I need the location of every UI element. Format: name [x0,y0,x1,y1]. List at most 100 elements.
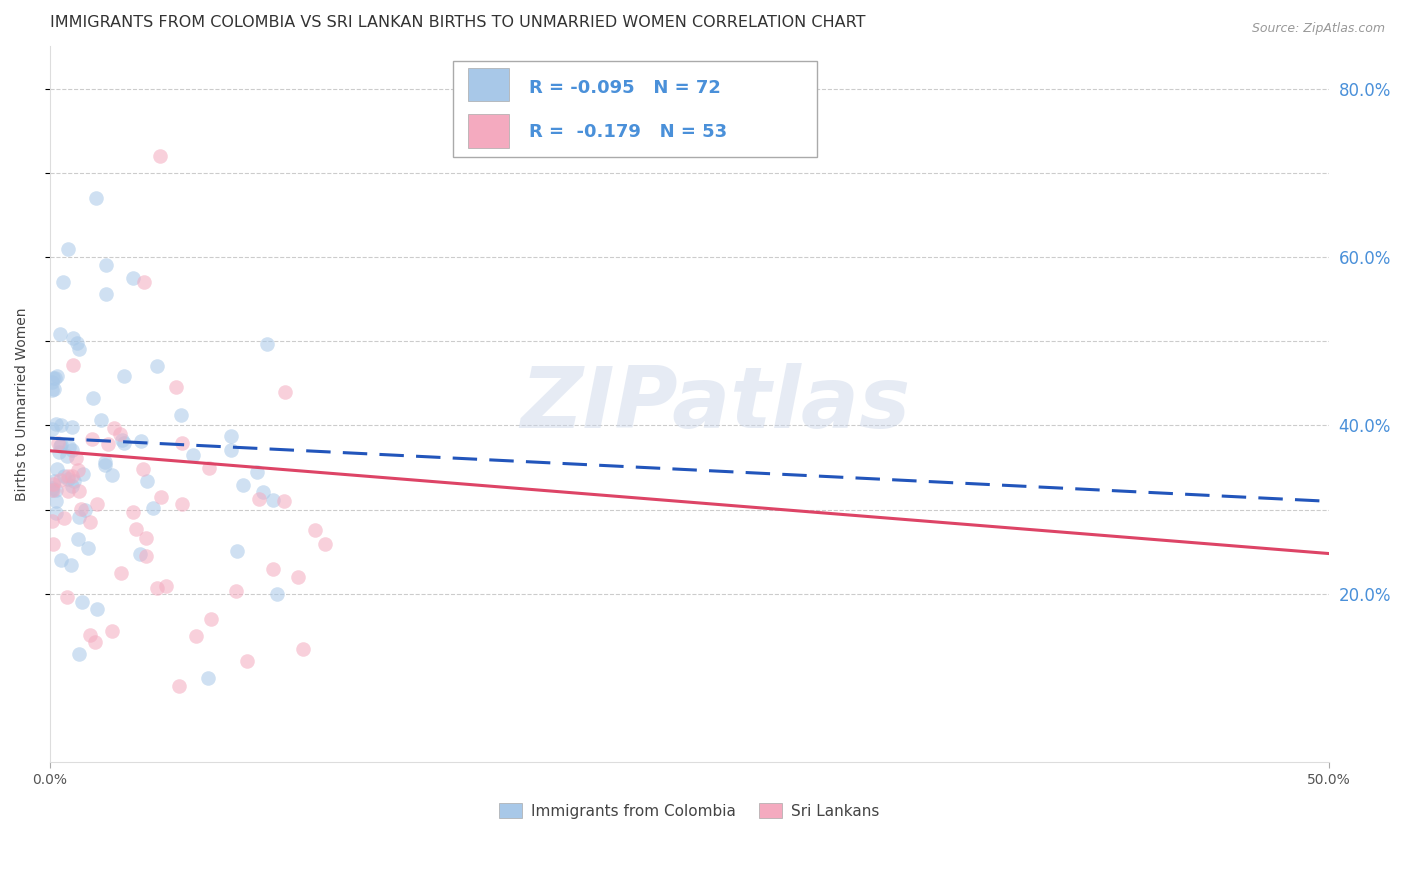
Point [226,543,249,558]
Point [49,439,72,453]
Point [41,481,63,495]
Point [184,629,207,643]
FancyBboxPatch shape [453,61,817,157]
Point [60,469,83,483]
Point [131,462,153,476]
Point [70,594,93,608]
Point [94,259,117,273]
Point [56,450,79,464]
Point [56,471,79,485]
Point [48,445,70,459]
Point [135,531,157,545]
Point [52,468,75,483]
Point [246,465,269,479]
Point [170,498,193,512]
Text: Source: ZipAtlas.com: Source: ZipAtlas.com [1251,22,1385,36]
Point [60,479,83,493]
Point [274,384,297,399]
Point [75,503,97,517]
Point [60,420,83,434]
Point [94,455,117,469]
Point [84,635,107,649]
Point [287,570,309,584]
Point [122,270,145,285]
Point [262,562,284,576]
Point [172,435,194,450]
Point [112,436,135,450]
Point [82,391,104,405]
Point [103,420,125,434]
Point [304,523,326,537]
Point [149,149,172,163]
Point [84,191,107,205]
Point [55,590,77,604]
Point [56,242,79,256]
Point [52,511,75,525]
Point [42,371,65,385]
Point [101,624,124,639]
Point [62,442,84,457]
Point [66,336,89,351]
Point [197,671,219,685]
Point [136,475,159,489]
Point [273,493,295,508]
Point [52,275,75,289]
Point [42,537,65,551]
Bar [468,68,509,102]
Point [94,287,117,301]
Point [291,641,314,656]
Point [150,490,173,504]
Point [134,275,156,289]
Point [67,483,90,498]
Point [76,541,98,555]
Point [252,484,274,499]
Point [169,679,191,693]
Point [314,536,336,550]
Point [56,468,79,483]
Point [79,515,101,529]
Point [45,493,67,508]
Point [41,515,63,529]
Point [56,484,79,499]
Text: IMMIGRANTS FROM COLOMBIA VS SRI LANKAN BIRTHS TO UNMARRIED WOMEN CORRELATION CHA: IMMIGRANTS FROM COLOMBIA VS SRI LANKAN B… [49,15,865,30]
Point [90,413,112,427]
Point [247,491,270,506]
Point [69,502,91,516]
Point [256,336,278,351]
Point [42,474,65,488]
Point [58,440,80,454]
Point [72,467,94,481]
Point [169,409,191,423]
Point [67,647,90,661]
Point [93,458,115,473]
Point [165,380,187,394]
Point [80,432,103,446]
Point [262,492,284,507]
Point [236,654,259,668]
Point [48,473,70,487]
Point [67,509,90,524]
Point [112,369,135,384]
Point [108,426,131,441]
Point [46,436,69,450]
Point [200,612,222,626]
Point [122,505,145,519]
Point [42,477,65,491]
Point [65,451,87,466]
Point [225,583,247,598]
Point [44,370,66,384]
Point [97,436,120,450]
Point [41,383,63,397]
Point [41,483,63,498]
Point [142,500,165,515]
Point [129,434,152,448]
Point [49,418,72,433]
Point [110,566,132,580]
Point [62,331,84,345]
Point [46,368,69,383]
Point [155,579,177,593]
Point [45,506,67,520]
Point [135,549,157,563]
Point [67,342,90,356]
Point [67,533,90,547]
